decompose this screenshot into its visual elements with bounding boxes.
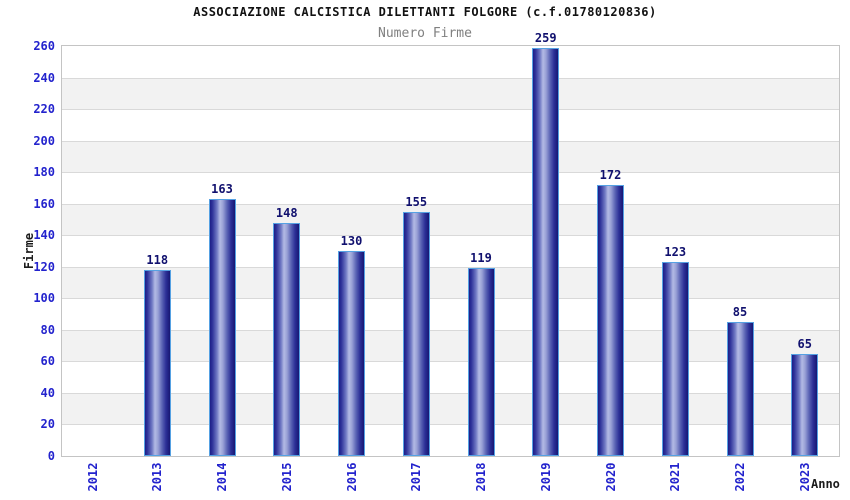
x-tick-label: 2017 [409, 462, 424, 492]
y-tick-label: 60 [40, 354, 55, 369]
plot-stripe-band [62, 203, 839, 236]
y-tick-label: 180 [33, 165, 55, 180]
gridline [62, 77, 839, 79]
bar-value-label: 259 [534, 30, 557, 45]
bar-value-label: 85 [732, 304, 748, 319]
bar-2022 [726, 321, 754, 456]
x-tick-label: 2012 [85, 462, 100, 492]
bar-2019 [532, 47, 560, 456]
y-tick-label: 200 [33, 133, 55, 148]
gridline [62, 392, 839, 394]
x-tick-label: 2013 [150, 462, 165, 492]
x-tick-label: 2021 [668, 462, 683, 492]
bar-2014 [208, 198, 236, 456]
gridline [62, 109, 839, 111]
y-tick-label: 140 [33, 228, 55, 243]
chart-subtitle: Numero Firme [378, 26, 472, 41]
y-tick-label: 220 [33, 102, 55, 117]
y-tick-label: 260 [33, 39, 55, 53]
x-tick-label: 2023 [797, 462, 812, 492]
y-tick-label: 120 [33, 259, 55, 274]
gridline [62, 140, 839, 142]
y-tick-label: 240 [33, 70, 55, 85]
x-tick-label: 2020 [603, 462, 618, 492]
bar-2016 [338, 251, 365, 456]
y-tick-label: 80 [40, 322, 55, 337]
gridline [62, 361, 839, 363]
x-tick-label: 2022 [733, 462, 747, 492]
gridline [62, 266, 839, 268]
bar-2017 [402, 211, 430, 456]
gridline [62, 203, 839, 205]
plot-stripe-band [62, 266, 839, 299]
y-tick-label: 40 [40, 385, 55, 400]
bar-2013 [143, 269, 171, 456]
x-tick-label: 2018 [474, 462, 488, 492]
y-tick-label: 20 [40, 417, 55, 432]
gridline [62, 329, 839, 331]
chart-title: ASSOCIAZIONE CALCISTICA DILETTANTI FOLGO… [193, 5, 657, 19]
bar-value-label: 163 [211, 181, 233, 196]
bar-value-label: 155 [405, 194, 428, 209]
x-tick-label: 2014 [215, 462, 229, 492]
bar-2023 [791, 353, 819, 456]
gridline [62, 424, 839, 426]
x-tick-label: 2015 [279, 462, 294, 492]
gridline [62, 235, 839, 237]
gridline [62, 298, 839, 300]
bar-2018 [467, 268, 495, 456]
x-tick-label: 2019 [538, 462, 553, 492]
x-tick-label: 2016 [344, 462, 359, 492]
bar-value-label: 172 [599, 167, 622, 182]
plot-stripe-band [62, 140, 839, 173]
plot-stripe-band [62, 392, 839, 425]
y-tick-label: 100 [33, 291, 55, 306]
y-tick-label: 160 [33, 196, 55, 211]
plot-area [61, 45, 840, 457]
bar-2015 [273, 222, 301, 456]
gridline [62, 172, 839, 174]
plot-stripe-band [62, 329, 839, 362]
bar-value-label: 123 [664, 245, 687, 260]
plot-stripe-band [62, 77, 839, 110]
bar-value-label: 148 [275, 205, 298, 220]
bar-value-label: 119 [470, 251, 492, 266]
bar-value-label: 118 [146, 252, 169, 267]
bar-2020 [597, 184, 624, 456]
bar-2021 [661, 262, 689, 456]
bar-value-label: 65 [797, 336, 812, 351]
bar-value-label: 130 [340, 234, 363, 248]
y-tick-label: 0 [47, 449, 55, 463]
x-axis-title: Anno [811, 477, 840, 491]
